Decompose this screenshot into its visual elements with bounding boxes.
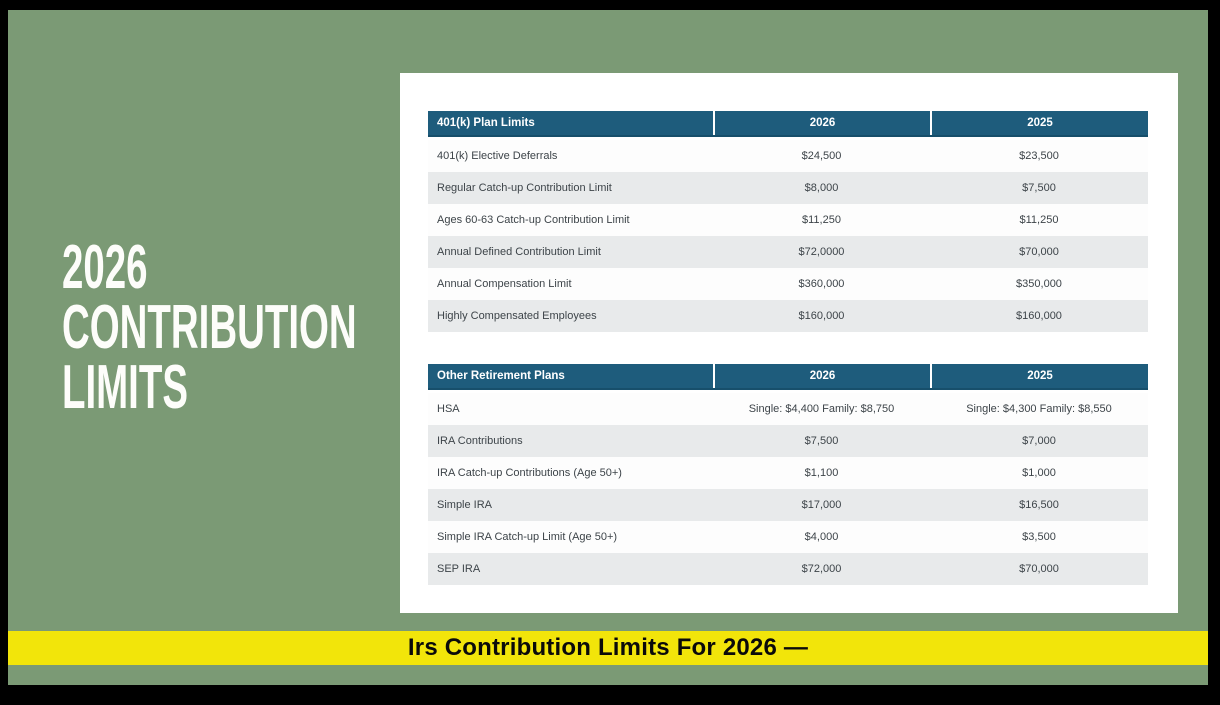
- row-value-2025: Single: $4,300 Family: $8,550: [966, 403, 1112, 415]
- row-value-2025: $350,000: [1016, 278, 1062, 290]
- row-value-2025: $1,000: [1022, 467, 1056, 479]
- table-row: Ages 60-63 Catch-up Contribution Limit $…: [428, 204, 1148, 236]
- row-value-2026: $360,000: [798, 278, 845, 290]
- table-401k-header-2025: 2025: [930, 111, 1148, 135]
- table-401k-header-label: 401(k) Plan Limits: [437, 117, 535, 129]
- row-label: SEP IRA: [437, 563, 481, 575]
- row-value-2025: $160,000: [1016, 310, 1062, 322]
- table-row: Highly Compensated Employees $160,000 $1…: [428, 300, 1148, 332]
- caption-bar[interactable]: Irs Contribution Limits For 2026 —: [8, 631, 1208, 665]
- title-line-limits: LIMITS: [62, 353, 188, 422]
- table-row: Annual Compensation Limit $360,000 $350,…: [428, 268, 1148, 300]
- row-label: Highly Compensated Employees: [437, 310, 597, 322]
- row-label: Ages 60-63 Catch-up Contribution Limit: [437, 214, 630, 226]
- table-row: 401(k) Elective Deferrals $24,500 $23,50…: [428, 140, 1148, 172]
- row-value-2026: $1,100: [804, 467, 839, 479]
- row-label: 401(k) Elective Deferrals: [437, 150, 558, 162]
- row-label: Annual Compensation Limit: [437, 278, 572, 290]
- table-row: IRA Contributions $7,500 $7,000: [428, 425, 1148, 457]
- tables-card: 401(k) Plan Limits 2026 2025 401(k) Elec…: [400, 73, 1178, 613]
- row-label: Simple IRA: [437, 499, 493, 511]
- row-value-2026: $24,500: [801, 150, 842, 162]
- row-value-2025: $11,250: [1019, 214, 1059, 226]
- table-row: Simple IRA $17,000 $16,500: [428, 489, 1148, 521]
- table-other-retirement-plans: Other Retirement Plans 2026 2025 HSA Sin…: [428, 364, 1148, 585]
- row-value-2025: $16,500: [1019, 499, 1059, 511]
- title-line-year: 2026: [62, 233, 148, 302]
- row-value-2026: Single: $4,400 Family: $8,750: [748, 403, 895, 415]
- table-other-body: HSA Single: $4,400 Family: $8,750 Single…: [428, 393, 1148, 585]
- row-value-2026: $160,000: [798, 310, 845, 322]
- row-value-2026: $7,500: [804, 435, 839, 447]
- table-row: SEP IRA $72,000 $70,000: [428, 553, 1148, 585]
- row-value-2025: $3,500: [1022, 531, 1056, 543]
- slide-background: 2026 CONTRIBUTION LIMITS 401(k) Plan Lim…: [8, 10, 1208, 685]
- table-other-header-label: Other Retirement Plans: [437, 370, 565, 382]
- row-value-2025: $7,000: [1022, 435, 1056, 447]
- row-value-2025: $70,000: [1019, 246, 1059, 258]
- row-value-2026: $72,000: [801, 563, 842, 575]
- row-value-2026: $4,000: [804, 531, 839, 543]
- row-value-2025: $7,500: [1022, 182, 1056, 194]
- row-label: IRA Contributions: [437, 435, 523, 447]
- table-401k-header-row: 401(k) Plan Limits 2026 2025: [428, 111, 1148, 137]
- row-label: HSA: [437, 403, 460, 415]
- table-other-header-row: Other Retirement Plans 2026 2025: [428, 364, 1148, 390]
- table-row: Annual Defined Contribution Limit $72,00…: [428, 236, 1148, 268]
- table-other-header-2026: 2026: [713, 364, 930, 388]
- table-row: Regular Catch-up Contribution Limit $8,0…: [428, 172, 1148, 204]
- row-label: Regular Catch-up Contribution Limit: [437, 182, 612, 194]
- table-401k-plan-limits: 401(k) Plan Limits 2026 2025 401(k) Elec…: [428, 111, 1148, 332]
- table-row: Simple IRA Catch-up Limit (Age 50+) $4,0…: [428, 521, 1148, 553]
- row-value-2026: $8,000: [804, 182, 839, 194]
- row-value-2026: $17,000: [801, 499, 842, 511]
- row-value-2025: $70,000: [1019, 563, 1059, 575]
- table-401k-header-2026: 2026: [713, 111, 930, 135]
- table-row: HSA Single: $4,400 Family: $8,750 Single…: [428, 393, 1148, 425]
- row-value-2026: $11,250: [802, 214, 841, 226]
- row-label: Annual Defined Contribution Limit: [437, 246, 601, 258]
- table-401k-body: 401(k) Elective Deferrals $24,500 $23,50…: [428, 140, 1148, 332]
- table-other-header-2025: 2025: [930, 364, 1148, 388]
- caption-text[interactable]: Irs Contribution Limits For 2026 —: [407, 634, 809, 661]
- title-line-contribution: CONTRIBUTION: [62, 293, 357, 362]
- row-value-2026: $72,0000: [798, 246, 845, 258]
- row-value-2025: $23,500: [1019, 150, 1059, 162]
- row-label: IRA Catch-up Contributions (Age 50+): [437, 467, 622, 479]
- table-row: IRA Catch-up Contributions (Age 50+) $1,…: [428, 457, 1148, 489]
- row-label: Simple IRA Catch-up Limit (Age 50+): [437, 531, 618, 543]
- slide-title: 2026 CONTRIBUTION LIMITS: [62, 233, 357, 422]
